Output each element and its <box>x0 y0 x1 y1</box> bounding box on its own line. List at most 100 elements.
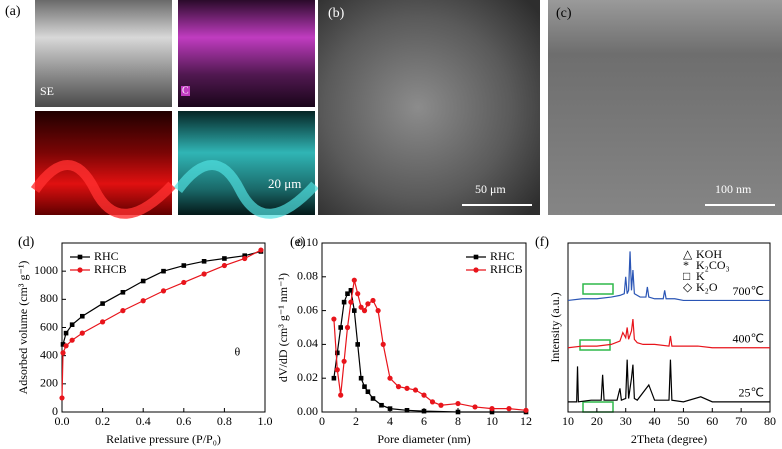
marker <box>120 308 126 314</box>
swatch <box>181 86 190 96</box>
marker <box>355 291 361 297</box>
texture <box>30 160 176 219</box>
marker <box>362 384 367 389</box>
marker <box>77 254 83 260</box>
marker <box>181 263 187 268</box>
marker <box>523 407 529 413</box>
legend-symbol: ◇ <box>683 280 693 294</box>
marker <box>429 399 436 405</box>
marker <box>358 375 364 381</box>
x-tick-label: 70 <box>735 414 747 428</box>
image-label: C <box>182 85 189 96</box>
marker <box>404 385 410 391</box>
x-tick-label: 0.0 <box>55 414 70 428</box>
marker <box>370 297 376 304</box>
x-tick-label: 10 <box>486 414 498 428</box>
y-tick-label: 0.10 <box>297 235 318 249</box>
y-axis-label: dV/dD (cm³ g⁻¹ nm⁻¹) <box>276 273 290 382</box>
marker <box>404 408 410 413</box>
scale-bar-label: 50 μm <box>475 182 506 196</box>
marker <box>140 278 146 284</box>
annotation: θ <box>235 345 241 359</box>
series-label: 25℃ <box>739 386 764 400</box>
marker <box>60 342 66 347</box>
marker <box>395 384 402 390</box>
x-tick-label: 6 <box>421 414 427 428</box>
legend-label: K₂O <box>696 280 718 294</box>
x-tick-label: 2 <box>353 414 359 428</box>
marker <box>100 319 106 325</box>
legend-label: KOH <box>696 247 722 261</box>
marker <box>79 330 85 336</box>
marker <box>380 341 386 347</box>
panel-label: (f) <box>535 235 549 250</box>
y-axis-label: Intensity (a.u.) <box>548 292 562 362</box>
x-tick-label: 0.6 <box>176 414 191 428</box>
x-tick-label: 80 <box>764 414 776 428</box>
texture <box>173 160 319 219</box>
marker <box>201 271 207 277</box>
y-tick-label: 0 <box>52 404 58 418</box>
marker <box>361 308 368 314</box>
marker <box>355 342 360 347</box>
legend-label: RHCB <box>94 262 127 276</box>
y-tick-label: 800 <box>40 291 58 305</box>
marker <box>358 304 364 310</box>
x-tick-label: 10 <box>562 414 574 428</box>
marker <box>160 288 167 294</box>
marker <box>455 400 461 407</box>
x-tick-label: 30 <box>620 414 632 428</box>
y-tick-label: 0.02 <box>297 370 318 384</box>
panel-label: (d) <box>18 235 35 250</box>
marker <box>370 396 376 401</box>
scale-bar-label: 100 nm <box>715 182 752 196</box>
x-tick-label: 0.2 <box>95 414 110 428</box>
panel-label: (a) <box>5 4 21 19</box>
se-image <box>35 0 172 107</box>
marker <box>181 279 187 286</box>
series-line <box>567 318 770 349</box>
series-label: 400℃ <box>733 332 764 346</box>
series-line <box>333 280 527 411</box>
legend-symbol: □ <box>683 269 690 283</box>
marker <box>60 350 66 356</box>
highlight-box <box>582 283 614 295</box>
x-axis-label: Pore diameter (nm) <box>377 432 470 446</box>
marker <box>120 289 126 295</box>
marker <box>140 298 146 304</box>
marker <box>351 277 357 283</box>
y-tick-label: 0.04 <box>297 336 318 350</box>
y-tick-label: 0.08 <box>297 269 318 283</box>
series-line <box>567 251 770 302</box>
image-label: SE <box>40 84 54 98</box>
series-label: 700℃ <box>733 284 764 298</box>
legend-label: RHC <box>94 249 119 263</box>
x-tick-label: 0.4 <box>136 414 151 428</box>
y-tick-label: 400 <box>40 347 58 361</box>
series-line <box>62 250 262 345</box>
y-tick-label: 600 <box>40 319 58 333</box>
marker <box>438 402 444 408</box>
marker <box>63 343 69 349</box>
y-axis-label: Adsorbed volume (cm³ g⁻¹) <box>16 261 30 395</box>
x-axis-label: Relative pressure (P/P₀) <box>106 432 221 446</box>
marker <box>335 350 340 356</box>
marker <box>379 402 384 408</box>
marker <box>334 367 340 373</box>
legend-label: K₂CO₃ <box>696 258 730 272</box>
x-axis-label: 2Theta (degree) <box>631 432 707 446</box>
x-tick-label: 0 <box>319 414 325 428</box>
series-line <box>568 359 770 403</box>
panel-a-images: SE C 20 μm <box>30 0 319 219</box>
marker <box>421 392 427 398</box>
marker <box>63 330 69 336</box>
marker <box>421 408 427 414</box>
marker <box>77 267 83 273</box>
x-tick-label: 4 <box>387 414 393 428</box>
x-tick-label: 50 <box>677 414 689 428</box>
marker <box>365 389 371 395</box>
marker <box>222 256 227 261</box>
marker <box>344 324 351 331</box>
sem-image <box>318 0 540 215</box>
